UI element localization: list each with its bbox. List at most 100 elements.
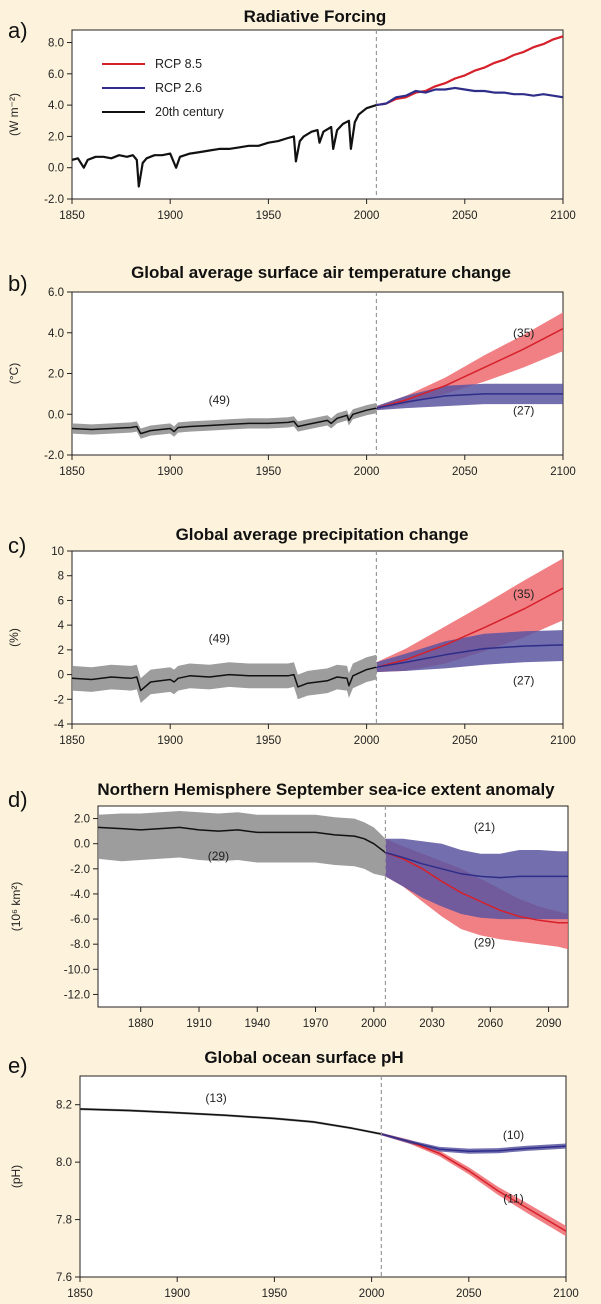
panel-b-line-rcp26 xyxy=(376,393,563,409)
panel-c-title: Global average precipitation change xyxy=(176,525,469,544)
panel-a-line-rcp26 xyxy=(376,86,563,107)
panel-c-line-rcp85 xyxy=(376,587,563,668)
panel-b-annotation: (49) xyxy=(209,393,230,407)
panel-a-ylabel: (W m⁻²) xyxy=(7,93,21,136)
panel-c-xtick-label: 2000 xyxy=(354,735,380,747)
panel-b-ytick-label: -2.0 xyxy=(44,450,64,462)
panel-e-ytick-label: 8.2 xyxy=(56,1100,72,1112)
panel-a-ytick-label: 2.0 xyxy=(48,131,64,143)
panel-e-xtick-label: 1950 xyxy=(262,1288,288,1300)
panel-e-plot-content xyxy=(80,1107,566,1237)
panel-a-xtick-label: 1850 xyxy=(59,210,85,222)
panel-e-ylabel: (pH) xyxy=(9,1165,23,1188)
panel-a-xtick-label: 2050 xyxy=(452,210,478,222)
legend-entry-hist: 20th century xyxy=(155,105,225,119)
panel-c-xtick-label: 1850 xyxy=(59,735,85,747)
panel-e-ytick-label: 7.6 xyxy=(56,1272,72,1284)
panel-b-annotation: (27) xyxy=(513,403,534,417)
panel-e-title: Global ocean surface pH xyxy=(204,1048,403,1067)
panel-b-xtick-label: 1950 xyxy=(256,466,282,478)
panel-c-plot-content xyxy=(72,558,563,703)
panel-e-ytick-label: 7.8 xyxy=(56,1215,72,1227)
panel-b-ytick-label: 0.0 xyxy=(48,409,64,421)
panel-a-ytick-label: -2.0 xyxy=(44,194,64,206)
panel-d-xtick-label: 2030 xyxy=(419,1018,445,1030)
panel-b-xtick-label: 2000 xyxy=(354,466,380,478)
panel-d-line-hist xyxy=(98,826,386,854)
panel-e-ytick-label: 8.0 xyxy=(56,1157,72,1169)
panel-a-ytick-label: 8.0 xyxy=(48,38,64,50)
panel-e-xtick-label: 2000 xyxy=(359,1288,385,1300)
panel-b-xtick-label: 2050 xyxy=(452,466,478,478)
panel-d-annotation: (29) xyxy=(474,936,495,950)
panel-b-band-rcp26 xyxy=(376,383,563,411)
panel-d-ytick-label: -8.0 xyxy=(70,939,90,951)
panel-c-annotation: (27) xyxy=(513,673,534,687)
panel-b-xtick-label: 1900 xyxy=(157,466,183,478)
panel-d-ytick-label: -12.0 xyxy=(64,989,90,1001)
legend-entry-rcp85: RCP 8.5 xyxy=(155,57,202,71)
panel-a-ytick-label: 0.0 xyxy=(48,163,64,175)
panel-d-ytick-label: 0.0 xyxy=(74,839,90,851)
panel-c-xtick-label: 1900 xyxy=(157,735,183,747)
panel-b-ytick-label: 4.0 xyxy=(48,328,64,340)
panel-e-annotation: (13) xyxy=(205,1091,226,1105)
panel-b-title: Global average surface air temperature c… xyxy=(131,263,511,282)
panel-a-plot-content xyxy=(72,35,563,188)
panel-b-xtick-label: 2100 xyxy=(550,466,576,478)
panel-d-xtick-label: 2000 xyxy=(361,1018,387,1030)
panel-d-band-rcp26 xyxy=(385,838,568,920)
panel-b-plot-content xyxy=(72,312,563,439)
panel-e: e) Global ocean surface pH 1850 1900 1950 200… xyxy=(8,1048,579,1300)
panel-d-ytick-label: -10.0 xyxy=(64,964,90,976)
panel-d-xtick-label: 2090 xyxy=(536,1018,562,1030)
panel-d-xtick-label: 1910 xyxy=(186,1018,212,1030)
panel-c-ytick-label: 10 xyxy=(51,546,64,558)
panel-a-label: a) xyxy=(8,18,28,43)
panel-c-ytick-label: 8 xyxy=(58,571,64,583)
panel-c-xtick-label: 2050 xyxy=(452,735,478,747)
panel-d-annotation: (21) xyxy=(474,820,495,834)
panel-d-ytick-label: 2.0 xyxy=(74,814,90,826)
panel-c-annotation: (49) xyxy=(209,631,230,645)
panel-d-xtick-label: 1940 xyxy=(244,1018,270,1030)
panel-c-ytick-label: -4 xyxy=(54,719,65,731)
panel-b-ytick-label: 6.0 xyxy=(48,287,64,299)
panel-a-xtick-label: 1900 xyxy=(157,210,183,222)
panel-c-label: c) xyxy=(8,533,26,558)
panel-a: a) Radiative Forcing 1850 1900 1950 2000 2050 2… xyxy=(7,7,576,222)
legend: RCP 8.5 RCP 2.6 20th century xyxy=(102,57,225,119)
panel-e-label: e) xyxy=(8,1053,28,1078)
panel-c-band-hist xyxy=(72,654,377,703)
panel-d-plot-content xyxy=(98,811,568,950)
panel-d-xtick-label: 1970 xyxy=(303,1018,329,1030)
panel-d-xtick-label: 1880 xyxy=(128,1018,154,1030)
panel-c-line-rcp26 xyxy=(376,644,563,668)
panel-e-annotation: (10) xyxy=(503,1128,524,1142)
panel-e-line-rcp26 xyxy=(381,1133,566,1152)
panel-d-label: d) xyxy=(8,787,28,812)
panel-c-ytick-label: -2 xyxy=(54,694,64,706)
panel-a-title: Radiative Forcing xyxy=(244,7,387,26)
panel-c-line-hist xyxy=(72,666,377,692)
legend-entry-rcp26: RCP 2.6 xyxy=(155,81,202,95)
panel-c-band-rcp85 xyxy=(376,558,563,673)
panel-b-line-rcp85 xyxy=(376,328,563,409)
panel-a-ytick-label: 4.0 xyxy=(48,100,64,112)
panel-c-annotation: (35) xyxy=(513,587,534,601)
panel-e-xtick-label: 2050 xyxy=(456,1288,482,1300)
panel-a-line-rcp85 xyxy=(376,35,563,107)
panel-d-ytick-label: -4.0 xyxy=(70,889,90,901)
panel-c-xtick-label: 1950 xyxy=(256,735,282,747)
panel-d-xtick-label: 2060 xyxy=(478,1018,504,1030)
panel-c-ylabel: (%) xyxy=(7,628,21,647)
panel-e-xtick-label: 1900 xyxy=(164,1288,190,1300)
panel-b-label: b) xyxy=(8,271,28,296)
panel-c-ytick-label: 6 xyxy=(58,595,64,607)
panel-a-ytick-label: 6.0 xyxy=(48,69,64,81)
panel-d-ytick-label: -2.0 xyxy=(70,864,90,876)
panel-e-xtick-label: 2100 xyxy=(553,1288,579,1300)
panel-d-title: Northern Hemisphere September sea-ice ex… xyxy=(97,780,555,799)
panel-d: d) Northern Hemisphere September sea-ice … xyxy=(8,780,569,1030)
